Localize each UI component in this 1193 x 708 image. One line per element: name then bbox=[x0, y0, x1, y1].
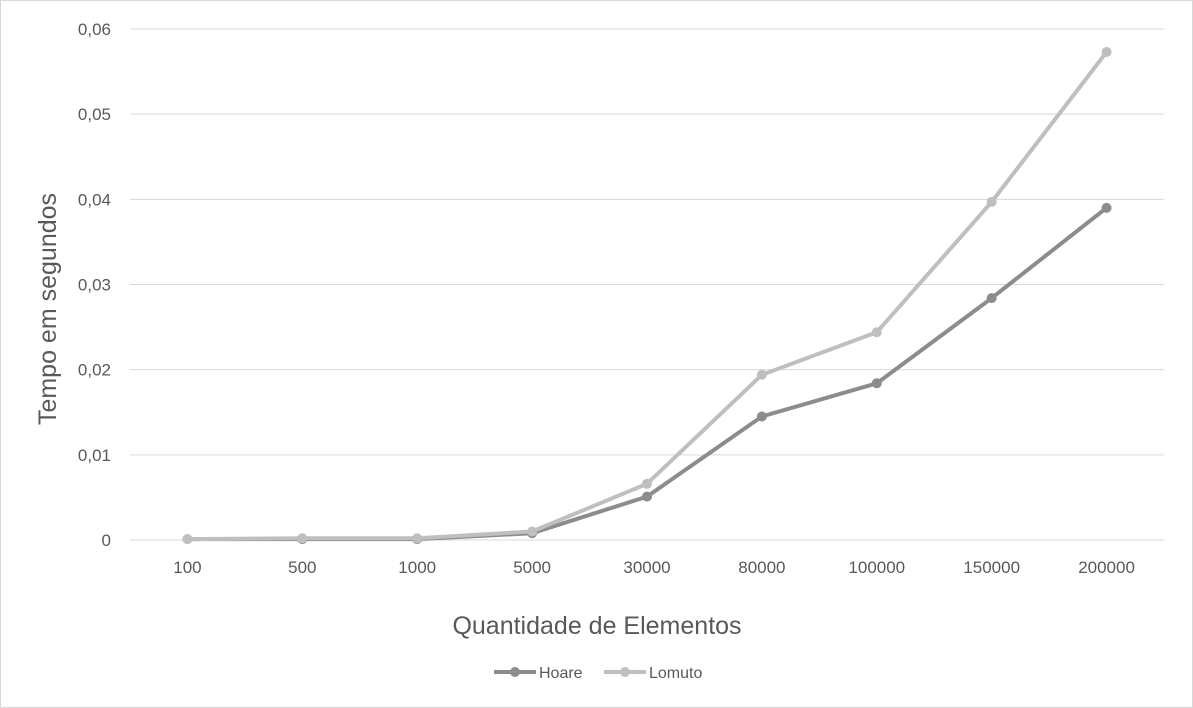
x-tick-label: 80000 bbox=[738, 558, 785, 577]
x-axis-title: Quantidade de Elementos bbox=[452, 612, 741, 640]
y-axis-title: Tempo em segundos bbox=[34, 193, 62, 425]
y-tick-label: 0,01 bbox=[78, 446, 111, 465]
x-tick-label: 100000 bbox=[848, 558, 905, 577]
series-line-hoare bbox=[185, 205, 1109, 542]
legend-label: Hoare bbox=[539, 665, 583, 682]
legend-swatch-marker bbox=[620, 667, 630, 677]
series-hoare bbox=[182, 202, 1112, 545]
x-tick-label: 500 bbox=[288, 558, 316, 577]
y-tick-label: 0,02 bbox=[78, 361, 111, 380]
series-lines bbox=[182, 46, 1112, 545]
x-tick-label: 200000 bbox=[1078, 558, 1135, 577]
data-point-lomuto bbox=[412, 533, 423, 544]
x-tick-label: 150000 bbox=[963, 558, 1020, 577]
data-point-hoare bbox=[871, 378, 882, 389]
y-tick-label: 0,05 bbox=[78, 105, 111, 124]
data-point-lomuto bbox=[756, 369, 767, 380]
gridlines bbox=[130, 28, 1164, 541]
y-tick-label: 0,06 bbox=[78, 20, 111, 39]
data-point-hoare bbox=[986, 293, 997, 304]
legend-swatch-marker bbox=[510, 667, 520, 677]
data-point-lomuto bbox=[871, 327, 882, 338]
data-point-hoare bbox=[642, 491, 652, 502]
series-line-lomuto bbox=[185, 50, 1109, 542]
legend-item-lomuto: Lomuto bbox=[604, 665, 702, 682]
x-tick-label: 5000 bbox=[513, 558, 551, 577]
data-point-hoare bbox=[1101, 202, 1112, 213]
y-tick-label: 0,04 bbox=[78, 190, 111, 209]
x-tick-label: 30000 bbox=[623, 558, 670, 577]
y-axis-ticks: 0 0,01 0,02 0,03 0,04 0,05 0,06 bbox=[78, 20, 111, 550]
legend-item-hoare: Hoare bbox=[494, 665, 583, 682]
x-tick-label: 100 bbox=[173, 558, 201, 577]
series-lomuto bbox=[182, 46, 1112, 545]
x-tick-label: 1000 bbox=[398, 558, 436, 577]
data-point-lomuto bbox=[1101, 46, 1112, 57]
data-point-lomuto bbox=[642, 478, 652, 489]
y-tick-label: 0 bbox=[102, 531, 111, 550]
y-tick-label: 0,03 bbox=[78, 276, 111, 295]
legend: Hoare Lomuto bbox=[494, 665, 702, 682]
x-axis-ticks: 100 500 1000 5000 30000 80000 100000 150000 2000… bbox=[173, 558, 1135, 577]
legend-label: Lomuto bbox=[649, 665, 702, 682]
data-point-lomuto bbox=[986, 196, 997, 207]
data-point-lomuto bbox=[527, 526, 538, 537]
data-point-hoare bbox=[756, 411, 767, 422]
data-point-lomuto bbox=[182, 534, 193, 545]
data-point-lomuto bbox=[297, 533, 308, 544]
